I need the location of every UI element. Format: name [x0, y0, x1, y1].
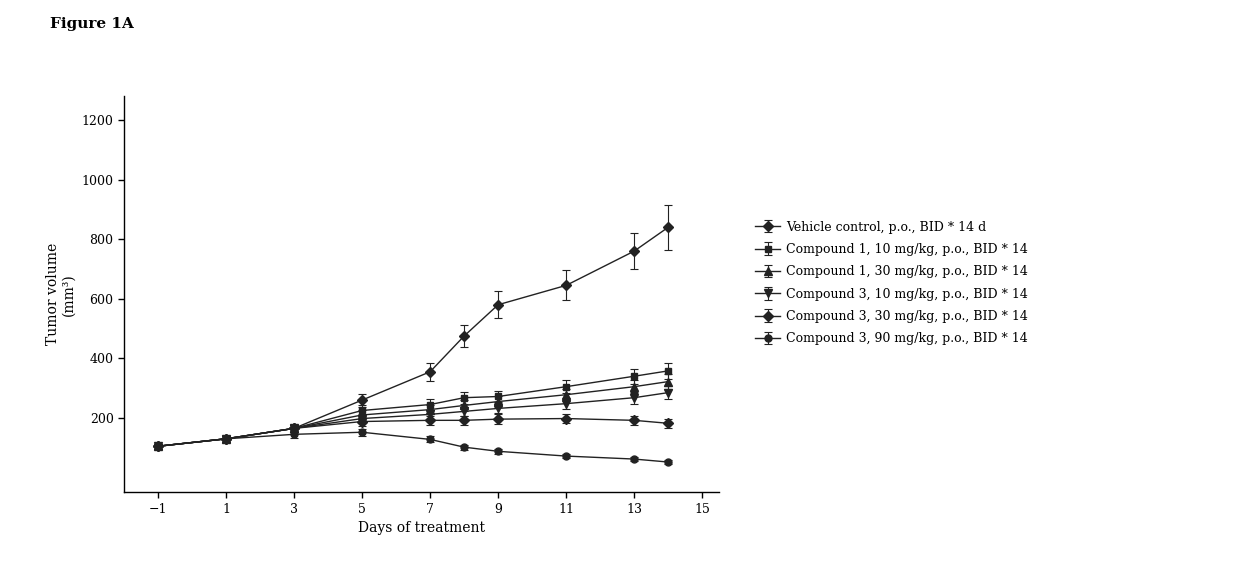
X-axis label: Days of treatment: Days of treatment [358, 521, 485, 535]
Y-axis label: Tumor volume
(mm³): Tumor volume (mm³) [46, 243, 76, 345]
Legend: Vehicle control, p.o., BID * 14 d, Compound 1, 10 mg/kg, p.o., BID * 14, Compoun: Vehicle control, p.o., BID * 14 d, Compo… [750, 216, 1033, 350]
Text: Figure 1A: Figure 1A [50, 17, 134, 31]
